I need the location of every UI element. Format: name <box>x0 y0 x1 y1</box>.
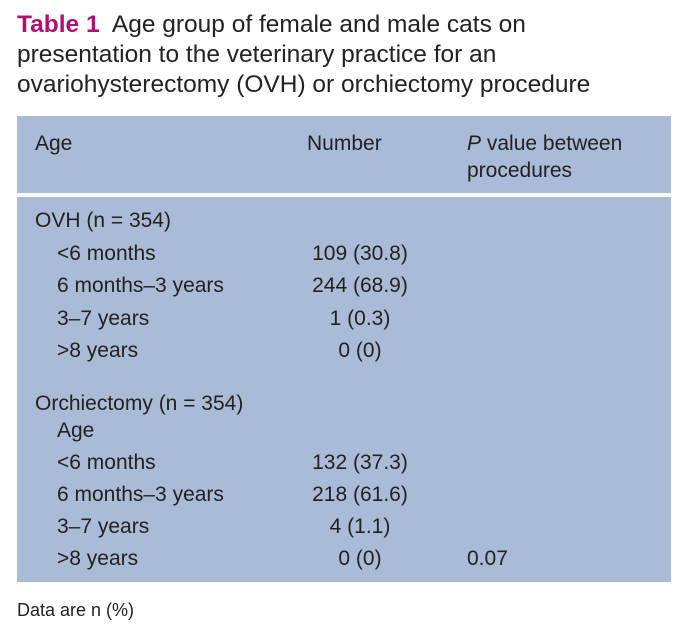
row-label: 6 months–3 years <box>57 274 224 297</box>
row-label: Age <box>57 419 95 442</box>
p-value-cell: 0.07 <box>467 547 508 570</box>
section-label: OVH (n = 354) <box>35 209 171 232</box>
footnote: Data are n (%) <box>17 600 135 620</box>
row-label: >8 years <box>57 339 139 362</box>
row-label: 3–7 years <box>57 307 150 330</box>
number-cell: 0 (0) <box>338 547 382 570</box>
table-title: Table 1 Age group of female and male cat… <box>17 10 657 100</box>
number-cell: 4 (1.1) <box>329 515 391 538</box>
table-label: Table 1 <box>17 11 100 38</box>
section-label: Orchiectomy (n = 354) <box>35 392 244 415</box>
row-label: >8 years <box>57 547 139 570</box>
header-text: value between procedures <box>467 132 623 182</box>
row-label: 3–7 years <box>57 515 150 538</box>
row-label: <6 months <box>57 242 156 265</box>
number-cell: 132 (37.3) <box>312 451 408 474</box>
number-cell: 0 (0) <box>338 339 382 362</box>
number-cell: 244 (68.9) <box>312 274 408 297</box>
header-cell: P value between procedures <box>467 130 657 184</box>
row-label: 6 months–3 years <box>57 483 224 506</box>
title-text: Age group of female and male cats on pre… <box>17 11 591 98</box>
header-separator <box>17 193 671 197</box>
number-cell: 218 (61.6) <box>312 483 408 506</box>
header-cell: Age <box>35 132 73 155</box>
number-cell: 1 (0.3) <box>329 307 391 330</box>
header-italic: P <box>467 132 482 155</box>
number-cell: 109 (30.8) <box>312 242 408 265</box>
row-label: <6 months <box>57 451 156 474</box>
header-cell: Number <box>307 132 382 155</box>
